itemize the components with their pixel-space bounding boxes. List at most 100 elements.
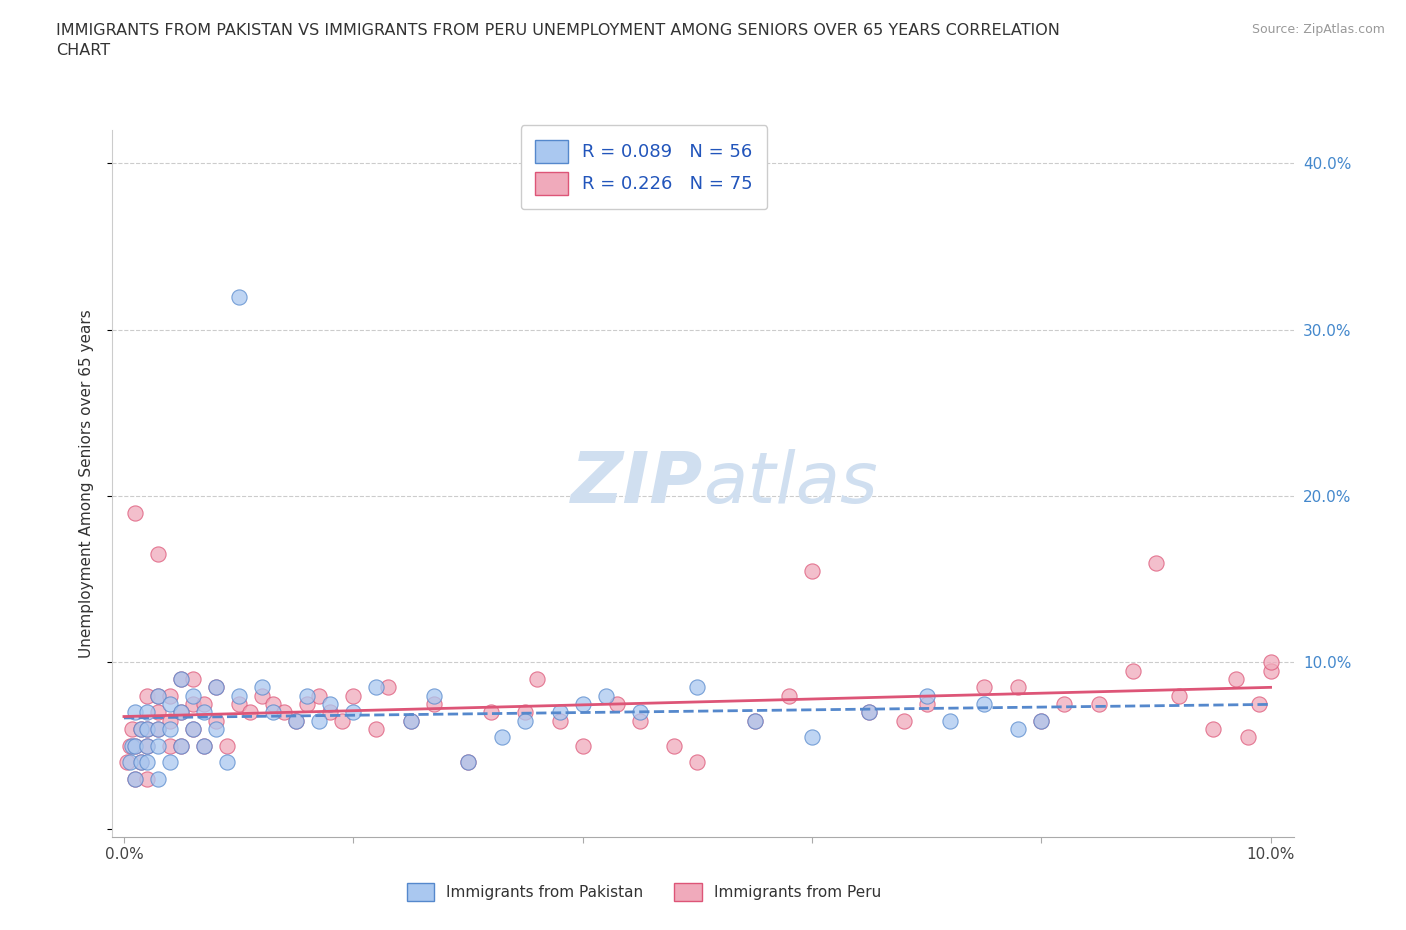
Point (193, 738, 215, 753)
Point (915, 697, 938, 711)
Point (170, 671, 193, 686)
Point (778, 688, 800, 703)
Point (159, 688, 181, 703)
Point (297, 688, 319, 703)
Point (124, 738, 146, 753)
Point (170, 705, 193, 720)
Point (204, 680, 226, 695)
Point (1031, 713, 1053, 728)
Point (124, 771, 146, 786)
Point (262, 705, 284, 720)
Point (319, 697, 342, 711)
Point (170, 671, 193, 686)
Point (606, 697, 628, 711)
Point (319, 705, 342, 720)
Point (491, 730, 513, 745)
Point (1249, 697, 1271, 711)
Point (129, 722, 152, 737)
Point (973, 680, 995, 695)
Legend: Immigrants from Pakistan, Immigrants from Peru: Immigrants from Pakistan, Immigrants fro… (401, 877, 887, 907)
Point (686, 680, 709, 695)
Point (239, 705, 262, 720)
Point (135, 755, 157, 770)
Point (159, 755, 181, 770)
Point (148, 722, 170, 737)
Point (148, 738, 170, 753)
Point (284, 713, 307, 728)
Point (399, 713, 422, 728)
Point (297, 697, 319, 711)
Point (148, 547, 170, 562)
Point (129, 755, 152, 770)
Point (1260, 655, 1282, 670)
Point (121, 722, 143, 737)
Point (479, 705, 502, 720)
Point (135, 722, 157, 737)
Point (159, 697, 181, 711)
Point (124, 505, 146, 520)
Point (1087, 697, 1109, 711)
Point (366, 722, 388, 737)
Point (1225, 671, 1247, 686)
Point (193, 697, 215, 711)
Text: ZIP: ZIP (571, 449, 703, 518)
Point (159, 738, 181, 753)
Point (228, 697, 250, 711)
Point (118, 755, 141, 770)
Point (135, 738, 157, 753)
Point (457, 755, 479, 770)
Point (515, 705, 537, 720)
Point (330, 713, 353, 728)
Point (148, 688, 170, 703)
Point (628, 713, 651, 728)
Point (148, 722, 170, 737)
Point (135, 771, 157, 786)
Point (1031, 713, 1053, 728)
Point (181, 671, 204, 686)
Text: IMMIGRANTS FROM PAKISTAN VS IMMIGRANTS FROM PERU UNEMPLOYMENT AMONG SENIORS OVER: IMMIGRANTS FROM PAKISTAN VS IMMIGRANTS F… (56, 23, 1060, 58)
Point (170, 738, 193, 753)
Point (800, 564, 823, 578)
Point (217, 755, 239, 770)
Point (1202, 722, 1225, 737)
Point (342, 688, 364, 703)
Point (148, 688, 170, 703)
Point (915, 688, 938, 703)
Point (973, 697, 995, 711)
Point (204, 713, 226, 728)
Point (135, 705, 157, 720)
Point (159, 713, 181, 728)
Point (938, 713, 960, 728)
Point (1053, 697, 1076, 711)
Point (284, 713, 307, 728)
Point (399, 713, 422, 728)
Point (228, 688, 250, 703)
Point (628, 705, 651, 720)
Point (262, 697, 284, 711)
Point (148, 705, 170, 720)
Text: atlas: atlas (703, 449, 877, 518)
Point (181, 688, 204, 703)
Point (858, 705, 880, 720)
Point (181, 722, 204, 737)
Point (526, 671, 548, 686)
Point (181, 722, 204, 737)
Point (135, 688, 157, 703)
Point (135, 738, 157, 753)
Point (217, 738, 239, 753)
Point (422, 697, 444, 711)
Point (800, 730, 823, 745)
Point (1260, 663, 1282, 678)
Point (121, 738, 143, 753)
Point (858, 705, 880, 720)
Point (1007, 722, 1029, 737)
Point (1122, 663, 1144, 678)
Point (1007, 680, 1029, 695)
Point (1236, 730, 1258, 745)
Point (129, 722, 152, 737)
Point (515, 713, 537, 728)
Point (159, 722, 181, 737)
Point (118, 738, 141, 753)
Point (1167, 688, 1189, 703)
Point (308, 688, 330, 703)
